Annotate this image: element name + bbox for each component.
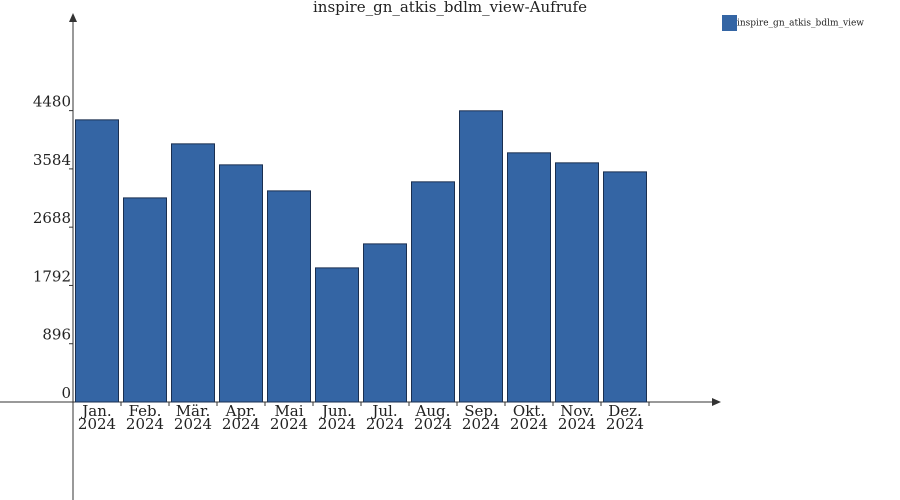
- x-tick-label: Aug. 2024: [413, 402, 453, 433]
- y-axis-arrow: [69, 13, 77, 22]
- x-tick-label: Sep. 2024: [461, 402, 501, 433]
- x-tick-label: Nov. 2024: [557, 402, 597, 433]
- y-tick-label: 3584: [33, 151, 71, 169]
- x-axis-arrow: [712, 398, 721, 406]
- chart-title: inspire_gn_atkis_bdlm_view-Aufrufe: [313, 0, 587, 16]
- y-tick-label: 1792: [33, 267, 71, 285]
- bar: [219, 164, 263, 403]
- x-tick-label: Mär. 2024: [173, 402, 213, 433]
- bar: [75, 119, 119, 403]
- bar: [171, 143, 215, 403]
- bar: [507, 152, 551, 403]
- x-tick-label: Jun. 2024: [317, 402, 357, 433]
- x-tick-label: Jul. 2024: [365, 402, 405, 433]
- bar: [603, 171, 647, 403]
- x-tick-label: Okt. 2024: [509, 402, 549, 433]
- x-tick-label: Dez. 2024: [605, 402, 645, 433]
- bar: [315, 267, 359, 403]
- y-tick-label: 0: [61, 384, 71, 402]
- bar: [123, 197, 167, 403]
- bar: [555, 162, 599, 403]
- y-tick-label: 896: [42, 326, 71, 344]
- bar: [363, 243, 407, 403]
- y-tick-label: 2688: [33, 209, 71, 227]
- x-tick-label: Apr. 2024: [221, 402, 261, 433]
- x-tick-label: Jan. 2024: [77, 402, 117, 433]
- legend-swatch: [722, 15, 737, 31]
- bar: [411, 181, 455, 403]
- bar: [459, 110, 503, 403]
- y-tick-label: 4480: [33, 93, 71, 111]
- x-tick-label: Feb. 2024: [125, 402, 165, 433]
- legend-label: inspire_gn_atkis_bdlm_view: [737, 19, 864, 29]
- x-tick-label: Mai 2024: [269, 402, 309, 433]
- bar: [267, 190, 311, 403]
